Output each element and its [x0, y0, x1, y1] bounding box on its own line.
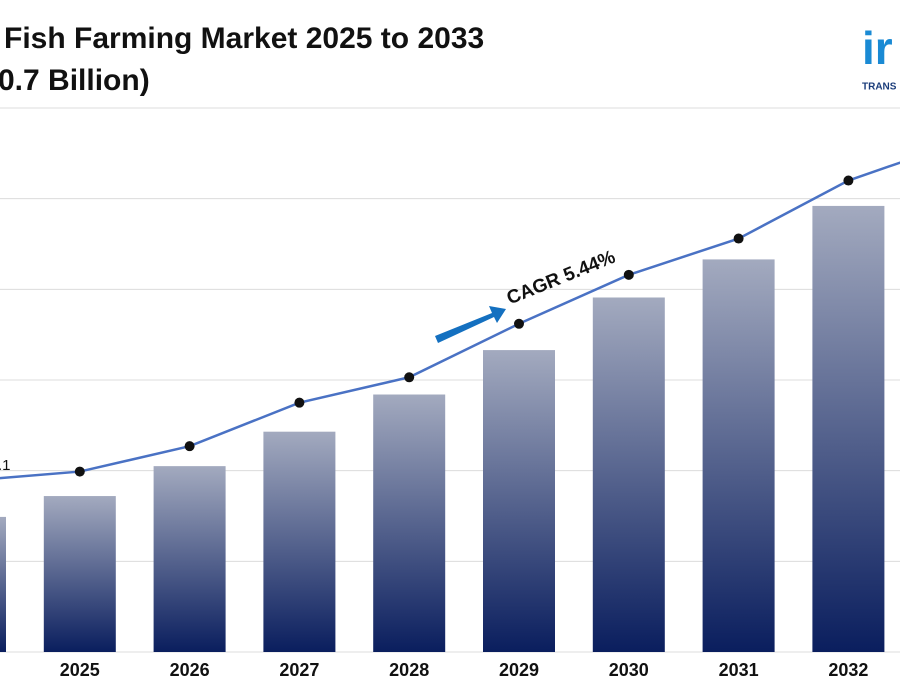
line-point — [623, 269, 634, 280]
bar — [702, 259, 775, 652]
line-point — [404, 372, 415, 383]
grid — [0, 107, 900, 653]
bar — [373, 394, 446, 652]
line-point — [514, 318, 524, 329]
x-tick-label: 2032 — [828, 660, 868, 680]
x-tick-label: 2027 — [279, 660, 319, 680]
line-point — [843, 175, 854, 186]
bar — [43, 496, 116, 652]
cagr-arrow — [435, 306, 506, 343]
bar — [0, 516, 6, 652]
bar — [592, 297, 665, 652]
logo-text: TRANS — [862, 82, 897, 93]
x-tick-label: 2029 — [499, 660, 539, 680]
x-tick-label: 2030 — [609, 660, 649, 680]
line — [0, 161, 900, 480]
bar — [483, 350, 555, 652]
bar — [812, 205, 885, 653]
line-layer — [0, 161, 900, 480]
bar — [263, 431, 336, 652]
chart-subtitle: 0.7 Billion) — [0, 64, 150, 97]
bar — [153, 466, 226, 652]
line-point — [294, 397, 305, 408]
x-tick-label: 2025 — [60, 660, 100, 680]
logo-mark: ir — [862, 22, 893, 74]
x-tick-label: 2031 — [719, 660, 759, 680]
x-tick-label: 2026 — [170, 660, 210, 680]
point-label: .1 — [0, 457, 11, 474]
line-point — [184, 441, 195, 452]
x-tick-label: 2028 — [389, 660, 429, 680]
line-point — [733, 233, 744, 244]
line-point — [74, 466, 85, 477]
bars — [0, 205, 885, 653]
chart-title: Fish Farming Market 2025 to 2033 — [4, 22, 484, 55]
